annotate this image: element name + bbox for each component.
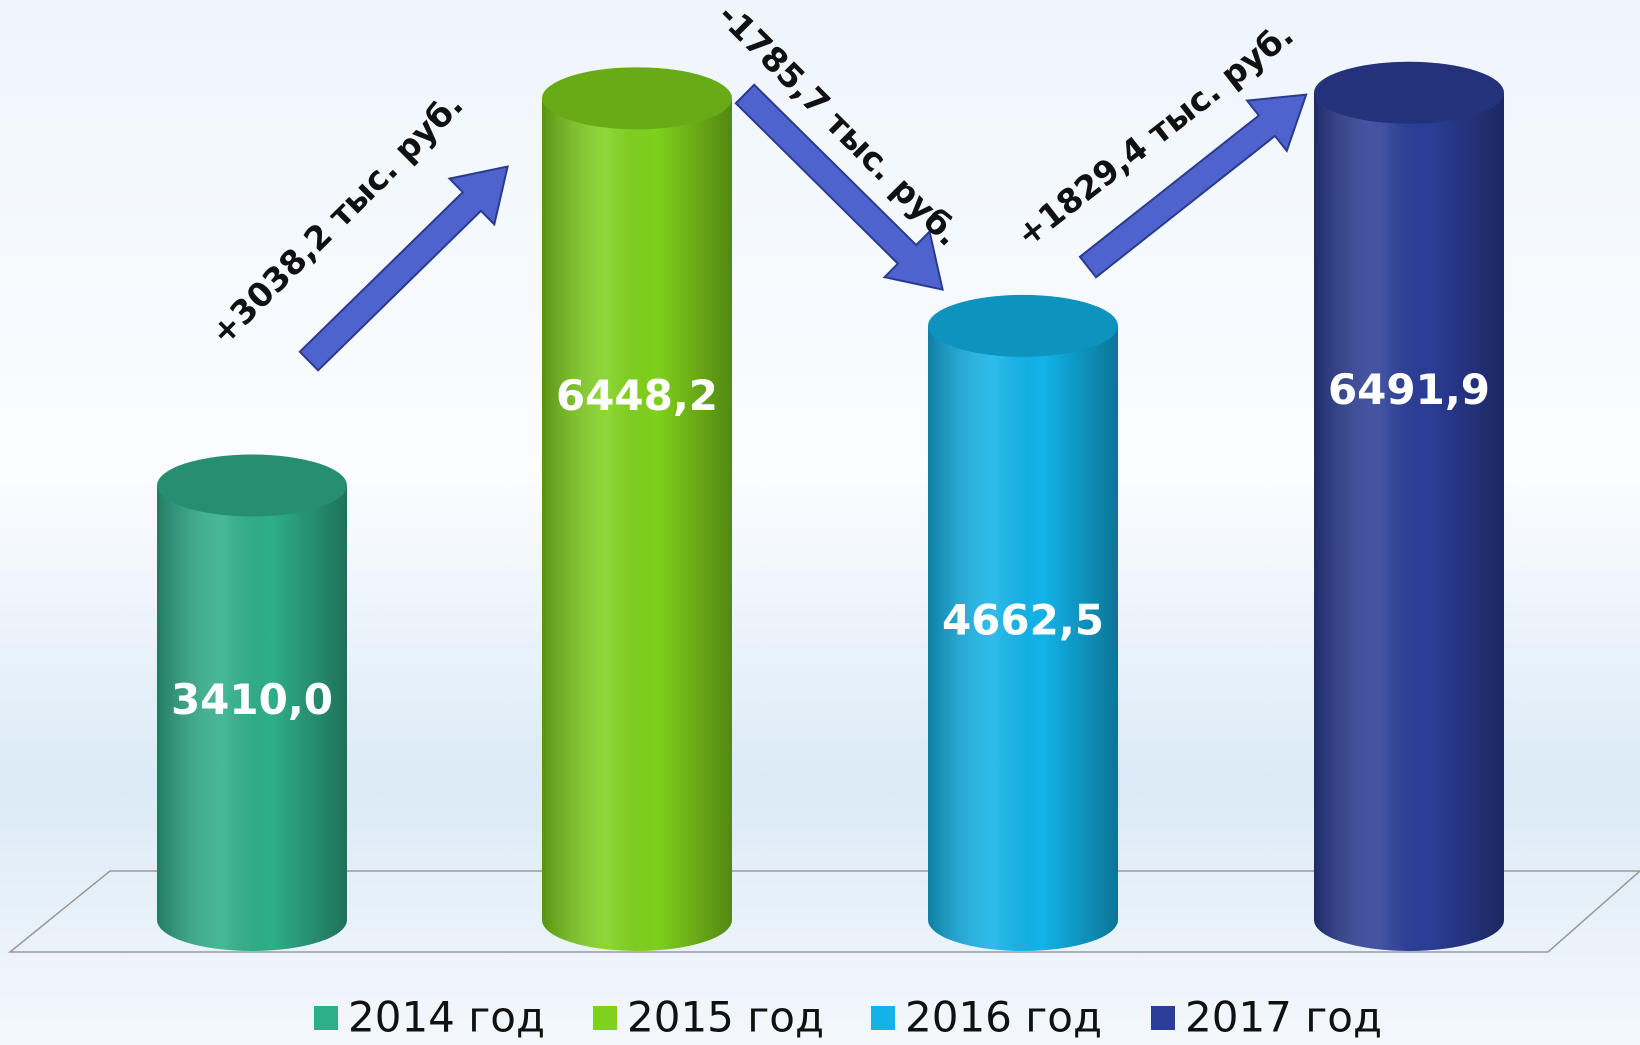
shading <box>542 98 732 952</box>
value-label: 6448,2 <box>556 371 718 420</box>
legend-swatch <box>871 1006 895 1030</box>
shading <box>157 485 347 951</box>
legend-swatch <box>314 1006 338 1030</box>
cylinder-top <box>928 294 1118 357</box>
legend-swatch <box>593 1006 617 1030</box>
value-label: 6491,9 <box>1328 365 1490 414</box>
cylinder-top <box>1314 61 1504 124</box>
legend: 2014 год 2015 год 2016 год 2017 год <box>314 993 1382 1042</box>
shading <box>1314 92 1504 951</box>
legend-label: 2015 год <box>627 993 824 1042</box>
legend-label: 2016 год <box>905 993 1102 1042</box>
legend-label: 2017 год <box>1185 993 1382 1042</box>
shading <box>928 325 1118 952</box>
value-label: 3410,0 <box>171 675 333 724</box>
shading <box>928 294 1118 357</box>
floor <box>7 870 1640 953</box>
legend-swatch <box>1151 1006 1175 1030</box>
arrow-up <box>298 165 509 372</box>
arrows <box>298 83 1308 372</box>
cylinder-top <box>542 67 732 130</box>
value-label: 4662,5 <box>942 595 1104 644</box>
shading <box>542 67 732 130</box>
shading <box>157 454 347 517</box>
arrow-down <box>734 83 944 291</box>
legend-label: 2014 год <box>348 993 545 1042</box>
arrow-up <box>1078 93 1308 279</box>
cylinder-top <box>157 454 347 517</box>
shading <box>1314 61 1504 124</box>
plot-area: 3410,0 6448,2 4662,5 6491,9 <box>157 61 1504 952</box>
